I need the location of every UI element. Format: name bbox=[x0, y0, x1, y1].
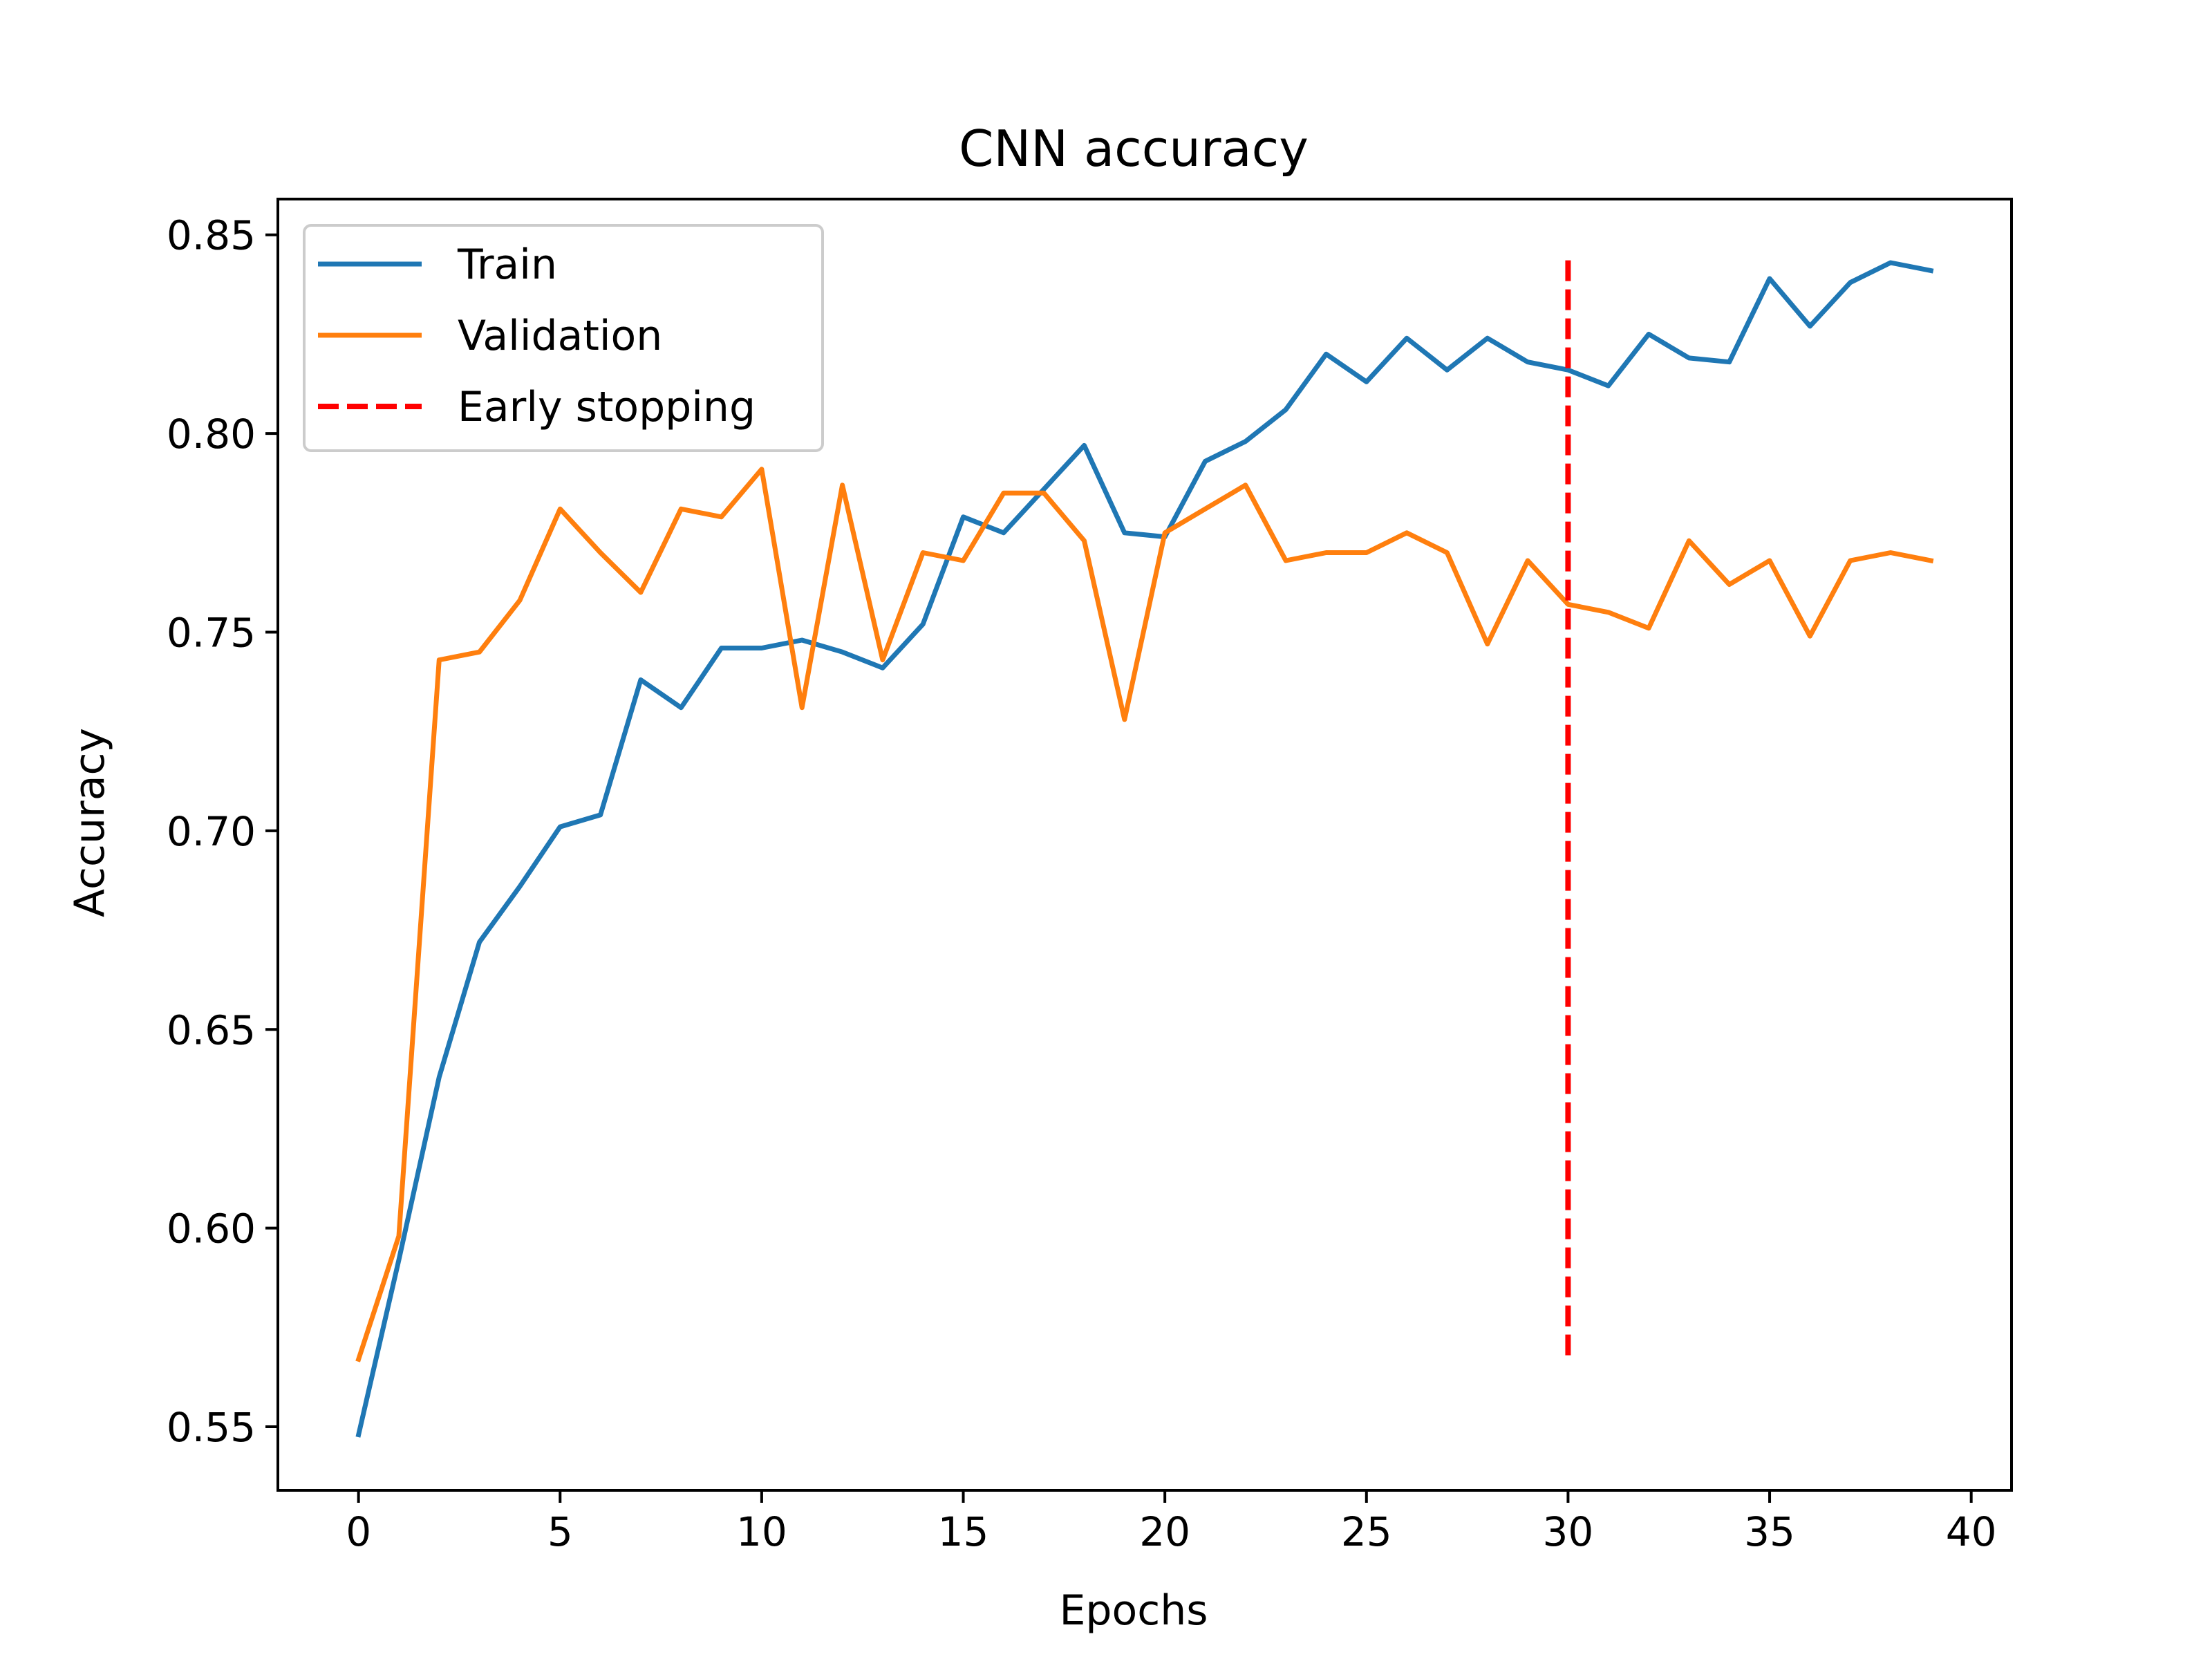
y-tick-label: 0.85 bbox=[167, 212, 256, 259]
series-lines bbox=[355, 259, 1934, 1438]
y-axis-label: Accuracy bbox=[66, 728, 114, 917]
series-line-train bbox=[355, 260, 1934, 1438]
x-tick-label: 5 bbox=[547, 1508, 573, 1555]
legend-label-validation: Validation bbox=[458, 312, 662, 360]
x-axis-label: Epochs bbox=[1060, 1586, 1208, 1635]
y-tick-label: 0.75 bbox=[167, 609, 256, 656]
legend-box bbox=[303, 224, 824, 452]
y-tick-label: 0.70 bbox=[167, 808, 256, 855]
x-tick-label: 15 bbox=[938, 1508, 989, 1555]
x-tick-label: 10 bbox=[736, 1508, 787, 1555]
x-tick-label: 20 bbox=[1139, 1508, 1190, 1555]
legend: Train Validation Early stopping bbox=[303, 224, 824, 452]
y-tick-label: 0.80 bbox=[167, 411, 256, 458]
axes: 0 5 10 15 20 25 30 35 40 0.55 0.60 0.65 0.70 0.75 0.80… bbox=[167, 198, 2013, 1555]
legend-label-early-stopping: Early stopping bbox=[458, 383, 756, 431]
x-tick-label: 0 bbox=[346, 1508, 371, 1555]
x-tick-label: 35 bbox=[1744, 1508, 1795, 1555]
y-tick-label: 0.60 bbox=[167, 1206, 256, 1253]
x-tick-label: 30 bbox=[1543, 1508, 1594, 1555]
series-line-validation bbox=[355, 467, 1934, 1362]
y-tick-label: 0.55 bbox=[167, 1404, 256, 1451]
chart-title: CNN accuracy bbox=[959, 120, 1309, 178]
x-tick-label: 40 bbox=[1946, 1508, 1997, 1555]
axes-frame bbox=[276, 198, 2013, 1492]
x-tick-label: 25 bbox=[1341, 1508, 1392, 1555]
y-tick-label: 0.65 bbox=[167, 1006, 256, 1053]
legend-label-train: Train bbox=[457, 241, 557, 289]
